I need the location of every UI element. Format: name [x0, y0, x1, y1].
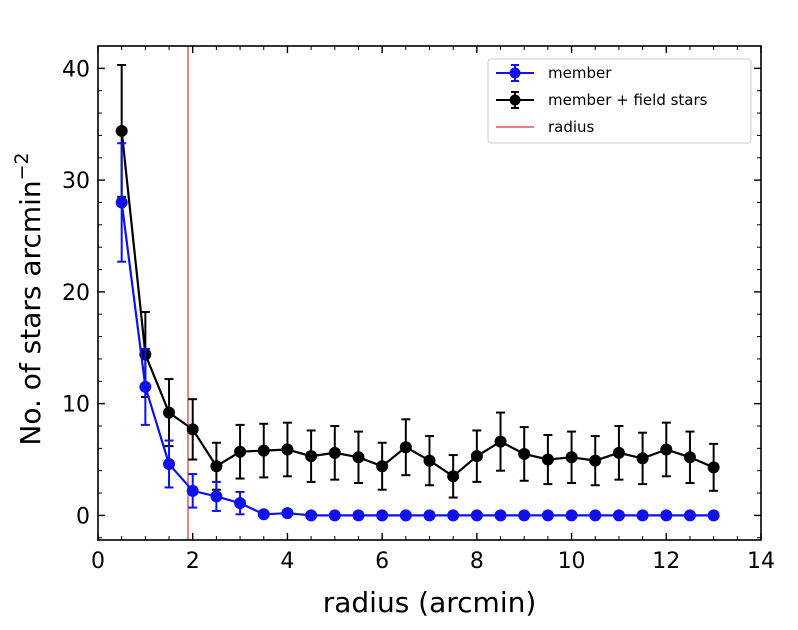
data-point-member [210, 490, 223, 503]
data-point-member [234, 497, 247, 510]
data-point-member-field [423, 454, 436, 467]
data-point-member [163, 458, 176, 470]
series-member-field [115, 64, 720, 499]
legend-marker-member-field [509, 94, 521, 106]
legend-entries: member member + field stars radius [496, 64, 708, 136]
data-point-member-field [234, 445, 247, 458]
data-point-member-field [281, 443, 294, 456]
legend-label-member-field: member + field stars [548, 91, 708, 109]
data-point-member [518, 509, 531, 522]
data-point-member [707, 509, 720, 522]
x-tick-label: 8 [470, 549, 484, 574]
data-point-member [565, 509, 578, 522]
y-tick-label: 0 [76, 504, 90, 529]
data-point-member-field [565, 451, 578, 464]
data-point-member-field [683, 451, 696, 464]
series-member [115, 142, 720, 522]
y-tick-label: 20 [62, 281, 90, 306]
data-point-member-field [447, 470, 460, 483]
plot-frame [97, 45, 762, 541]
data-point-member [447, 509, 460, 522]
data-point-member [328, 509, 341, 522]
data-point-member-field [612, 446, 625, 459]
data-point-member [399, 509, 412, 522]
data-point-member-field [257, 444, 270, 457]
data-point-member-field [636, 452, 649, 465]
series-layer [115, 64, 720, 522]
data-point-member-field [328, 446, 341, 459]
data-point-member [305, 509, 318, 522]
x-axis-label: radius (arcmin) [323, 586, 537, 619]
data-point-member [352, 509, 365, 522]
y-tick-label: 30 [62, 169, 90, 194]
data-point-member-field [399, 441, 412, 454]
data-point-member [376, 509, 389, 522]
x-tick-label: 2 [186, 549, 200, 574]
x-tick-label: 14 [747, 549, 775, 574]
data-point-member [589, 509, 602, 522]
y-tick-label: 10 [62, 393, 90, 418]
data-point-member-field [115, 124, 128, 137]
data-point-member [423, 509, 436, 522]
x-tick-label: 6 [375, 549, 389, 574]
y-axis-label-main: No. of stars arcmin [14, 180, 47, 445]
x-tick-label: 10 [558, 549, 586, 574]
data-point-member-field [163, 406, 176, 419]
data-point-member [115, 196, 128, 209]
legend: member member + field stars radius [487, 58, 752, 144]
legend-marker-member [509, 67, 521, 79]
data-point-member-field [494, 435, 507, 448]
data-point-member-field [352, 451, 365, 464]
x-tick-label: 0 [91, 549, 105, 574]
data-point-member [541, 509, 554, 522]
data-point-member-field [541, 453, 554, 466]
series-line-member [120, 202, 714, 517]
data-point-member-field [210, 460, 223, 473]
data-point-member [139, 380, 152, 393]
data-point-member [660, 509, 673, 522]
data-point-member [257, 508, 270, 521]
data-point-member-field [376, 460, 389, 473]
data-point-member-field [518, 447, 531, 460]
data-point-member [494, 509, 507, 522]
data-point-member [186, 484, 199, 497]
data-point-member-field [186, 423, 199, 436]
data-point-member [683, 509, 696, 522]
legend-label-member: member [548, 64, 612, 82]
y-axis-label-exponent: −2 [11, 152, 33, 180]
y-tick-label: 40 [62, 57, 90, 82]
data-point-member-field [470, 450, 483, 463]
y-axis-label: No. of stars arcmin−2 [11, 152, 47, 445]
data-point-member [470, 509, 483, 522]
data-point-member [281, 507, 294, 520]
legend-box [487, 58, 752, 144]
data-point-member [636, 509, 649, 522]
data-point-member-field [305, 450, 318, 463]
x-tick-label: 12 [652, 549, 680, 574]
data-point-member [612, 509, 625, 522]
data-point-member-field [707, 461, 720, 474]
data-point-member-field [589, 454, 602, 467]
legend-label-radius: radius [548, 118, 595, 136]
x-tick-label: 4 [280, 549, 294, 574]
series-line-member-field [120, 130, 715, 478]
data-point-member-field [660, 443, 673, 456]
